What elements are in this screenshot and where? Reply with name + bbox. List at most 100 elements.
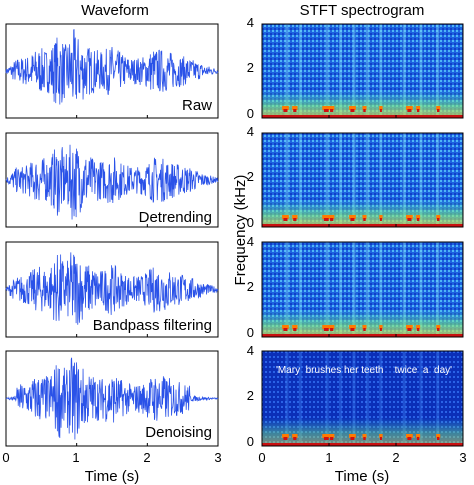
spectrogram-panel-1 [261,23,464,119]
energy-peak [363,109,366,112]
waveform-trace-4 [5,357,219,440]
spec4-ytick-0: 0 [247,434,254,449]
energy-peak [407,328,412,331]
spectral-streak [352,351,356,446]
panel-label-raw: Raw [182,97,212,114]
spectral-streak [365,133,369,227]
energy-peak [283,328,288,331]
energy-hotspot [322,434,331,438]
spectral-streak [352,133,356,227]
spec4-ytick-4: 4 [247,343,254,358]
energy-hotspot [329,215,335,219]
spectral-streak [419,133,423,227]
spectral-streak [298,351,302,446]
energy-peak [283,437,288,440]
energy-hotspot [406,106,413,110]
energy-peak [323,437,329,440]
spectral-streak [365,351,369,446]
energy-hotspot [349,106,356,110]
spectral-streak [402,133,406,227]
waveform-title: Waveform [81,2,149,19]
low-frequency-band [262,198,463,227]
energy-peak [379,328,382,331]
spec-xtick-2: 2 [392,450,399,465]
panel-label-detrending: Detrending [139,209,212,226]
energy-peak [437,109,440,112]
waveform-trace-1 [5,29,219,105]
spectral-streak [436,24,440,118]
energy-hotspot [436,106,441,110]
spec2-ytick-4: 4 [247,124,254,139]
energy-peak [350,218,355,221]
energy-hotspot [362,434,367,438]
energy-peak [330,109,334,112]
waveform-trace-2 [5,144,219,220]
energy-peak [323,328,329,331]
energy-peak [379,437,382,440]
energy-hotspot [436,325,441,329]
spectral-streak [298,133,302,227]
energy-hotspot [329,325,335,329]
spectral-streak [339,351,343,446]
energy-hotspot [322,106,331,110]
spectral-streak [298,24,302,118]
spec-xtick-0: 0 [258,450,265,465]
sentence-annotation: 'Mary brushes her teeth twice a day' [276,365,452,376]
energy-peak [416,218,420,221]
spectral-streak [379,242,383,337]
energy-hotspot [282,215,289,219]
energy-hotspot [329,434,335,438]
energy-hotspot [416,215,421,219]
spectrogram-title: STFT spectrogram [300,2,425,19]
low-frequency-band [262,308,463,337]
spectrogram-column [261,23,464,447]
spectrogram-axes-4 [261,350,464,447]
spec3-ytick-2: 2 [247,279,254,294]
spectrogram-axes-2 [261,132,464,228]
spectral-streak [325,24,329,118]
energy-hotspot [349,434,356,438]
energy-peak [330,437,334,440]
spectral-streak [402,351,406,446]
spectral-streak [325,133,329,227]
energy-hotspot [362,215,367,219]
spec2-ytick-2: 2 [247,169,254,184]
energy-hotspot [379,215,383,219]
spectral-streak [325,351,329,446]
spectral-streak [298,242,302,337]
energy-peak [416,437,420,440]
spectral-streak [352,24,356,118]
dc-band [262,334,463,337]
energy-peak [416,109,420,112]
energy-hotspot [329,106,335,110]
spec-ylabel: Frequency (kHz) [232,175,249,286]
energy-peak [330,328,334,331]
spectral-streak [379,133,383,227]
spec-xlabel: Time (s) [335,468,389,485]
spectral-streak [436,242,440,337]
wave-xtick-3: 3 [214,450,221,465]
spectral-streak [419,24,423,118]
energy-hotspot [379,434,383,438]
energy-peak [330,218,334,221]
energy-peak [293,328,297,331]
energy-hotspot [322,215,331,219]
spectral-streak [365,24,369,118]
spec-xtick-3: 3 [459,450,466,465]
energy-peak [293,109,297,112]
energy-hotspot [406,325,413,329]
spectrogram-axes-1 [261,23,464,119]
energy-peak [407,437,412,440]
spectral-streak [352,242,356,337]
dc-band [262,443,463,446]
spectral-streak [379,24,383,118]
energy-hotspot [416,325,421,329]
energy-hotspot [406,434,413,438]
spectrogram-axes-3 [261,241,464,338]
energy-hotspot [436,215,441,219]
spectrogram-panel-4 [261,350,464,447]
spectral-streak [419,242,423,337]
spectral-streak [285,24,289,118]
spec2-ytick-0: 0 [247,215,254,230]
